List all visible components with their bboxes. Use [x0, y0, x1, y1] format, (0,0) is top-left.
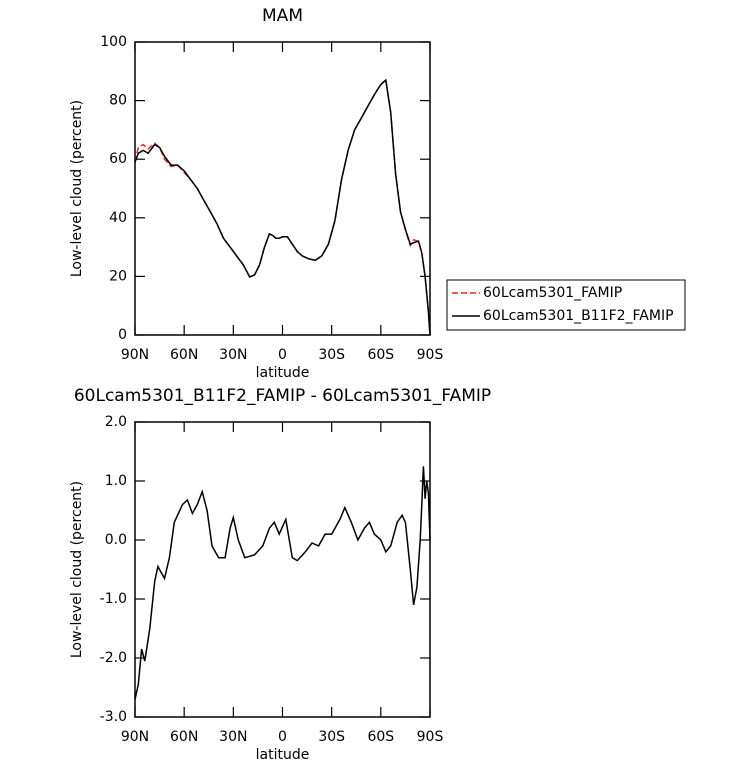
x-tick-label: 0: [278, 729, 287, 745]
line-series: [134, 78, 431, 336]
y-tick-label: 60: [109, 151, 127, 167]
y-tick-label: 20: [109, 268, 127, 284]
x-tick-label: 30N: [219, 347, 247, 363]
y-tick-label: 40: [109, 210, 127, 226]
y-axis-label: Low-level cloud (percent): [69, 100, 85, 277]
y-tick-label: 0: [118, 327, 127, 343]
legend-label: 60Lcam5301_B11F2_FAMIP: [483, 308, 674, 324]
legend-label: 60Lcam5301_FAMIP: [483, 285, 622, 301]
plot-frame: [134, 421, 431, 718]
x-tick-label: 60S: [367, 347, 394, 363]
x-tick-label: 90S: [417, 347, 444, 363]
y-axis-label: Low-level cloud (percent): [69, 481, 85, 658]
y-tick-label: -3.0: [100, 709, 127, 725]
x-tick-label: 30N: [219, 729, 247, 745]
line-series: [134, 78, 431, 336]
chart-title: 60Lcam5301_B11F2_FAMIP - 60Lcam5301_FAMI…: [74, 386, 491, 406]
x-tick-label: 0: [278, 347, 287, 363]
x-tick-label: 30S: [318, 347, 345, 363]
y-tick-label: -2.0: [100, 650, 127, 666]
y-tick-label: 0.0: [105, 532, 127, 548]
x-tick-label: 90N: [121, 347, 149, 363]
x-axis-label: latitude: [256, 747, 310, 763]
x-axis-label: latitude: [256, 365, 310, 381]
x-tick-label: 60N: [170, 729, 198, 745]
y-tick-label: -1.0: [100, 591, 127, 607]
x-tick-label: 60N: [170, 347, 198, 363]
y-tick-label: 1.0: [105, 473, 127, 489]
chart-title: MAM: [262, 6, 303, 26]
y-tick-label: 80: [109, 93, 127, 109]
legend-box: [446, 279, 686, 331]
x-tick-label: 30S: [318, 729, 345, 745]
plot-frame: [134, 41, 431, 336]
y-tick-label: 2.0: [105, 414, 127, 430]
x-tick-label: 90S: [417, 729, 444, 745]
x-tick-label: 60S: [367, 729, 394, 745]
line-series: [134, 466, 431, 700]
y-tick-label: 100: [100, 34, 127, 50]
x-tick-label: 90N: [121, 729, 149, 745]
